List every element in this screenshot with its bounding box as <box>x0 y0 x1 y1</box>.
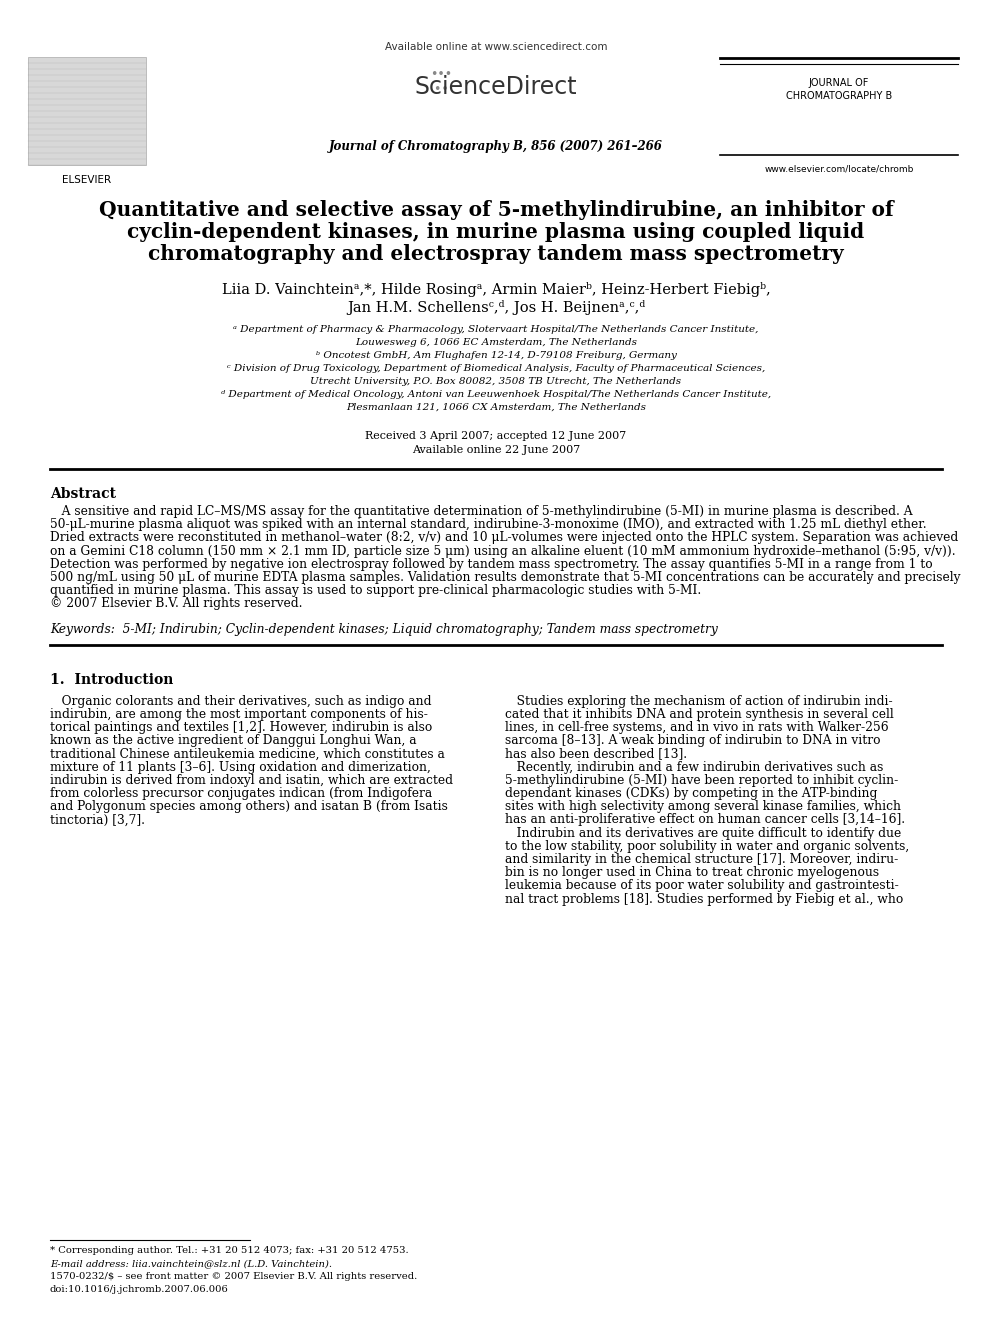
Text: Organic colorants and their derivatives, such as indigo and: Organic colorants and their derivatives,… <box>50 695 432 708</box>
Text: nal tract problems [18]. Studies performed by Fiebig et al., who: nal tract problems [18]. Studies perform… <box>505 893 904 906</box>
Text: Abstract: Abstract <box>50 487 116 501</box>
Text: 500 ng/mL using 50 μL of murine EDTA plasma samples. Validation results demonstr: 500 ng/mL using 50 μL of murine EDTA pla… <box>50 572 960 583</box>
Text: •••
 ••: ••• •• <box>430 67 452 97</box>
Text: Recently, indirubin and a few indirubin derivatives such as: Recently, indirubin and a few indirubin … <box>505 761 883 774</box>
Text: indirubin is derived from indoxyl and isatin, which are extracted: indirubin is derived from indoxyl and is… <box>50 774 453 787</box>
Text: quantified in murine plasma. This assay is used to support pre-clinical pharmaco: quantified in murine plasma. This assay … <box>50 585 701 597</box>
Text: ᵈ Department of Medical Oncology, Antoni van Leeuwenhoek Hospital/The Netherland: ᵈ Department of Medical Oncology, Antoni… <box>221 390 771 400</box>
Text: leukemia because of its poor water solubility and gastrointesti-: leukemia because of its poor water solub… <box>505 880 899 893</box>
Text: sarcoma [8–13]. A weak binding of indirubin to DNA in vitro: sarcoma [8–13]. A weak binding of indiru… <box>505 734 881 747</box>
Text: on a Gemini C18 column (150 mm × 2.1 mm ID, particle size 5 μm) using an alkalin: on a Gemini C18 column (150 mm × 2.1 mm … <box>50 545 955 557</box>
Text: ᵇ Oncotest GmbH, Am Flughafen 12-14, D-79108 Freiburg, Germany: ᵇ Oncotest GmbH, Am Flughafen 12-14, D-7… <box>315 351 677 360</box>
Text: * Corresponding author. Tel.: +31 20 512 4073; fax: +31 20 512 4753.: * Corresponding author. Tel.: +31 20 512… <box>50 1246 409 1256</box>
Text: ELSEVIER: ELSEVIER <box>62 175 111 185</box>
Text: cyclin-dependent kinases, in murine plasma using coupled liquid: cyclin-dependent kinases, in murine plas… <box>127 222 865 242</box>
Text: tinctoria) [3,7].: tinctoria) [3,7]. <box>50 814 145 827</box>
Text: Liia D. Vainchteinᵃ,*, Hilde Rosingᵃ, Armin Maierᵇ, Heinz-Herbert Fiebigᵇ,: Liia D. Vainchteinᵃ,*, Hilde Rosingᵃ, Ar… <box>221 282 771 296</box>
Text: www.elsevier.com/locate/chromb: www.elsevier.com/locate/chromb <box>764 165 914 175</box>
Text: Quantitative and selective assay of 5-methylindirubine, an inhibitor of: Quantitative and selective assay of 5-me… <box>98 200 894 220</box>
Text: cated that it inhibits DNA and protein synthesis in several cell: cated that it inhibits DNA and protein s… <box>505 708 894 721</box>
Text: Plesmanlaan 121, 1066 CX Amsterdam, The Netherlands: Plesmanlaan 121, 1066 CX Amsterdam, The … <box>346 404 646 411</box>
Text: 1.  Introduction: 1. Introduction <box>50 672 174 687</box>
Text: chromatography and electrospray tandem mass spectrometry: chromatography and electrospray tandem m… <box>148 243 844 265</box>
Text: Detection was performed by negative ion electrospray followed by tandem mass spe: Detection was performed by negative ion … <box>50 558 932 570</box>
Text: Studies exploring the mechanism of action of indirubin indi-: Studies exploring the mechanism of actio… <box>505 695 893 708</box>
Text: 1570-0232/$ – see front matter © 2007 Elsevier B.V. All rights reserved.: 1570-0232/$ – see front matter © 2007 El… <box>50 1271 418 1281</box>
Text: E-mail address: liia.vainchtein@slz.nl (L.D. Vainchtein).: E-mail address: liia.vainchtein@slz.nl (… <box>50 1259 332 1267</box>
Text: Louwesweg 6, 1066 EC Amsterdam, The Netherlands: Louwesweg 6, 1066 EC Amsterdam, The Neth… <box>355 337 637 347</box>
Text: Dried extracts were reconstituted in methanol–water (8:2, v/v) and 10 μL-volumes: Dried extracts were reconstituted in met… <box>50 532 958 544</box>
Text: CHROMATOGRAPHY B: CHROMATOGRAPHY B <box>786 91 892 101</box>
Text: mixture of 11 plants [3–6]. Using oxidation and dimerization,: mixture of 11 plants [3–6]. Using oxidat… <box>50 761 431 774</box>
Bar <box>28 57 146 165</box>
Text: ᶜ Division of Drug Toxicology, Department of Biomedical Analysis, Faculty of Pha: ᶜ Division of Drug Toxicology, Departmen… <box>227 364 765 373</box>
Text: bin is no longer used in China to treat chronic myelogenous: bin is no longer used in China to treat … <box>505 867 879 880</box>
Text: and Polygonum species among others) and isatan B (from Isatis: and Polygonum species among others) and … <box>50 800 447 814</box>
Text: Journal of Chromatography B, 856 (2007) 261–266: Journal of Chromatography B, 856 (2007) … <box>329 140 663 153</box>
Text: 5-methylindirubine (5-MI) have been reported to inhibit cyclin-: 5-methylindirubine (5-MI) have been repo… <box>505 774 898 787</box>
Text: has also been described [13].: has also been described [13]. <box>505 747 687 761</box>
Text: JOURNAL OF: JOURNAL OF <box>808 78 869 89</box>
Text: Utrecht University, P.O. Box 80082, 3508 TB Utrecht, The Netherlands: Utrecht University, P.O. Box 80082, 3508… <box>310 377 682 386</box>
Text: traditional Chinese antileukemia medicine, which constitutes a: traditional Chinese antileukemia medicin… <box>50 747 444 761</box>
Text: from colorless precursor conjugates indican (from Indigofera: from colorless precursor conjugates indi… <box>50 787 433 800</box>
Text: torical paintings and textiles [1,2]. However, indirubin is also: torical paintings and textiles [1,2]. Ho… <box>50 721 433 734</box>
Text: Indirubin and its derivatives are quite difficult to identify due: Indirubin and its derivatives are quite … <box>505 827 902 840</box>
Text: dependant kinases (CDKs) by competing in the ATP-binding: dependant kinases (CDKs) by competing in… <box>505 787 877 800</box>
Text: Available online at www.sciencedirect.com: Available online at www.sciencedirect.co… <box>385 42 607 52</box>
Text: known as the active ingredient of Danggui Longhui Wan, a: known as the active ingredient of Danggu… <box>50 734 417 747</box>
Text: and similarity in the chemical structure [17]. Moreover, indiru-: and similarity in the chemical structure… <box>505 853 898 867</box>
Text: indirubin, are among the most important components of his-: indirubin, are among the most important … <box>50 708 428 721</box>
Text: doi:10.1016/j.jchromb.2007.06.006: doi:10.1016/j.jchromb.2007.06.006 <box>50 1285 229 1294</box>
Text: Available online 22 June 2007: Available online 22 June 2007 <box>412 445 580 455</box>
Text: has an anti-proliferative effect on human cancer cells [3,14–16].: has an anti-proliferative effect on huma… <box>505 814 905 827</box>
Text: ScienceDirect: ScienceDirect <box>415 75 577 99</box>
Text: ᵃ Department of Pharmacy & Pharmacology, Slotervaart Hospital/The Netherlands Ca: ᵃ Department of Pharmacy & Pharmacology,… <box>233 325 759 333</box>
Text: sites with high selectivity among several kinase families, which: sites with high selectivity among severa… <box>505 800 901 814</box>
Text: A sensitive and rapid LC–MS/MS assay for the quantitative determination of 5-met: A sensitive and rapid LC–MS/MS assay for… <box>50 505 913 519</box>
Text: lines, in cell-free systems, and in vivo in rats with Walker-256: lines, in cell-free systems, and in vivo… <box>505 721 889 734</box>
Text: to the low stability, poor solubility in water and organic solvents,: to the low stability, poor solubility in… <box>505 840 910 853</box>
Text: 50-μL-murine plasma aliquot was spiked with an internal standard, indirubine-3-m: 50-μL-murine plasma aliquot was spiked w… <box>50 519 927 532</box>
Text: Jan H.M. Schellensᶜ,ᵈ, Jos H. Beijnenᵃ,ᶜ,ᵈ: Jan H.M. Schellensᶜ,ᵈ, Jos H. Beijnenᵃ,ᶜ… <box>347 300 645 315</box>
Text: Received 3 April 2007; accepted 12 June 2007: Received 3 April 2007; accepted 12 June … <box>365 431 627 441</box>
Text: Keywords:  5-MI; Indirubin; Cyclin-dependent kinases; Liquid chromatography; Tan: Keywords: 5-MI; Indirubin; Cyclin-depend… <box>50 623 718 635</box>
Text: © 2007 Elsevier B.V. All rights reserved.: © 2007 Elsevier B.V. All rights reserved… <box>50 598 303 610</box>
